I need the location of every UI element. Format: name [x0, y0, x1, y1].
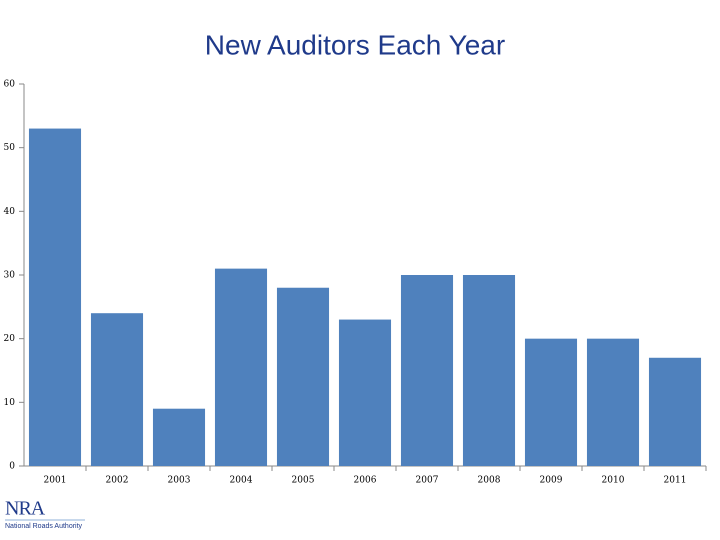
x-tick-label: 2003: [168, 476, 191, 486]
y-tick-label: 10: [4, 398, 16, 408]
logo-mark: NRA: [5, 498, 46, 520]
x-tick-label: 2007: [416, 476, 439, 486]
y-tick-label: 30: [4, 271, 16, 281]
x-tick-label: 2006: [354, 476, 377, 486]
bar: [90, 313, 144, 466]
y-tick-label: 20: [4, 334, 16, 344]
x-tick-label: 2008: [478, 476, 501, 486]
x-tick-label: 2004: [230, 476, 253, 486]
y-tick-label: 60: [4, 80, 16, 90]
x-tick-label: 2005: [292, 476, 315, 486]
x-tick-label: 2010: [602, 476, 625, 486]
y-tick-label: 50: [4, 143, 16, 153]
x-tick-label: 2001: [44, 476, 67, 486]
bar: [462, 275, 516, 466]
bar: [648, 357, 702, 466]
bar: [276, 287, 330, 466]
bar: [524, 338, 578, 466]
y-tick-label: 0: [9, 462, 15, 472]
bar: [586, 338, 640, 466]
x-tick-label: 2009: [540, 476, 563, 486]
bar: [214, 268, 268, 466]
chart-title: New Auditors Each Year: [205, 29, 505, 60]
x-tick-label: 2011: [664, 476, 687, 486]
bar: [400, 275, 454, 466]
logo-name: National Roads Authority: [5, 523, 83, 530]
y-tick-label: 40: [4, 207, 16, 217]
logo: NRA National Roads Authority: [5, 498, 85, 530]
bar: [338, 319, 392, 466]
bar: [152, 408, 206, 466]
x-tick-label: 2002: [106, 476, 129, 486]
bar: [28, 128, 82, 467]
